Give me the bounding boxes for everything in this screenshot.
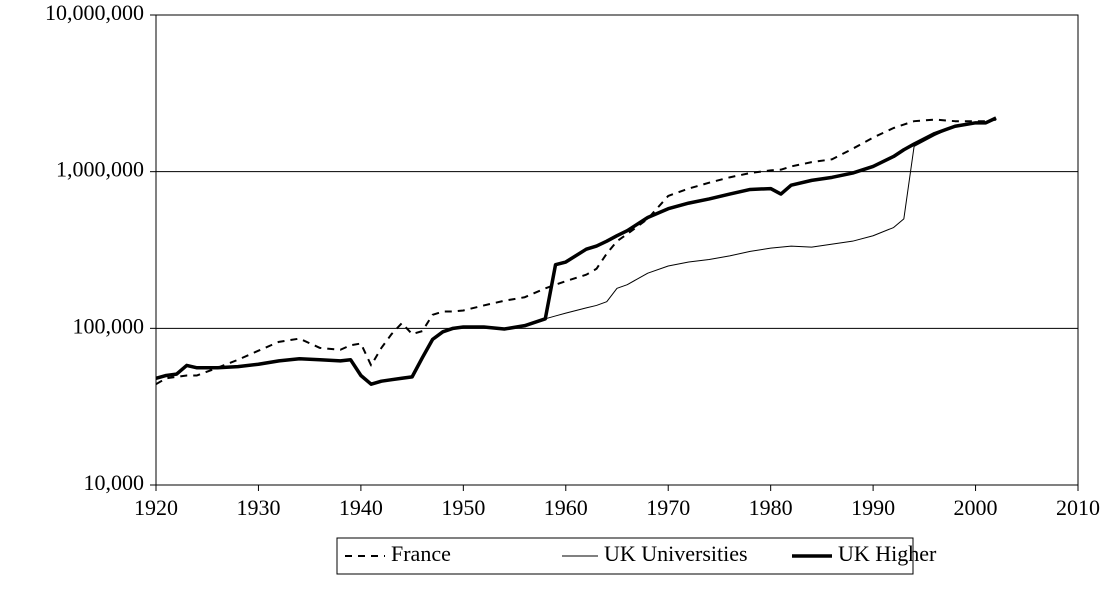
x-tick-label: 1950 xyxy=(441,495,485,520)
line-series xyxy=(155,116,997,386)
x-tick-label: 1960 xyxy=(544,495,588,520)
y-tick-label: 1,000,000 xyxy=(56,157,144,182)
x-tick-label: 1920 xyxy=(134,495,178,520)
legend-label: UK Universities xyxy=(604,541,748,566)
x-tick-label: 2010 xyxy=(1056,495,1100,520)
y-tick-label: 100,000 xyxy=(73,313,145,338)
x-tick-label: 1930 xyxy=(236,495,280,520)
legend-label: France xyxy=(391,541,451,566)
plot-frame xyxy=(155,14,1079,486)
line-series xyxy=(155,118,997,386)
x-tick-label: 1990 xyxy=(851,495,895,520)
x-tick-label: 2000 xyxy=(954,495,998,520)
y-tick-label: 10,000 xyxy=(84,470,145,495)
x-tick-label: 1980 xyxy=(749,495,793,520)
line-series xyxy=(155,117,997,385)
x-tick-label: 1970 xyxy=(646,495,690,520)
y-tick-label: 10,000,000 xyxy=(45,0,144,25)
legend-label: UK Higher xyxy=(838,541,937,566)
x-tick-label: 1940 xyxy=(339,495,383,520)
